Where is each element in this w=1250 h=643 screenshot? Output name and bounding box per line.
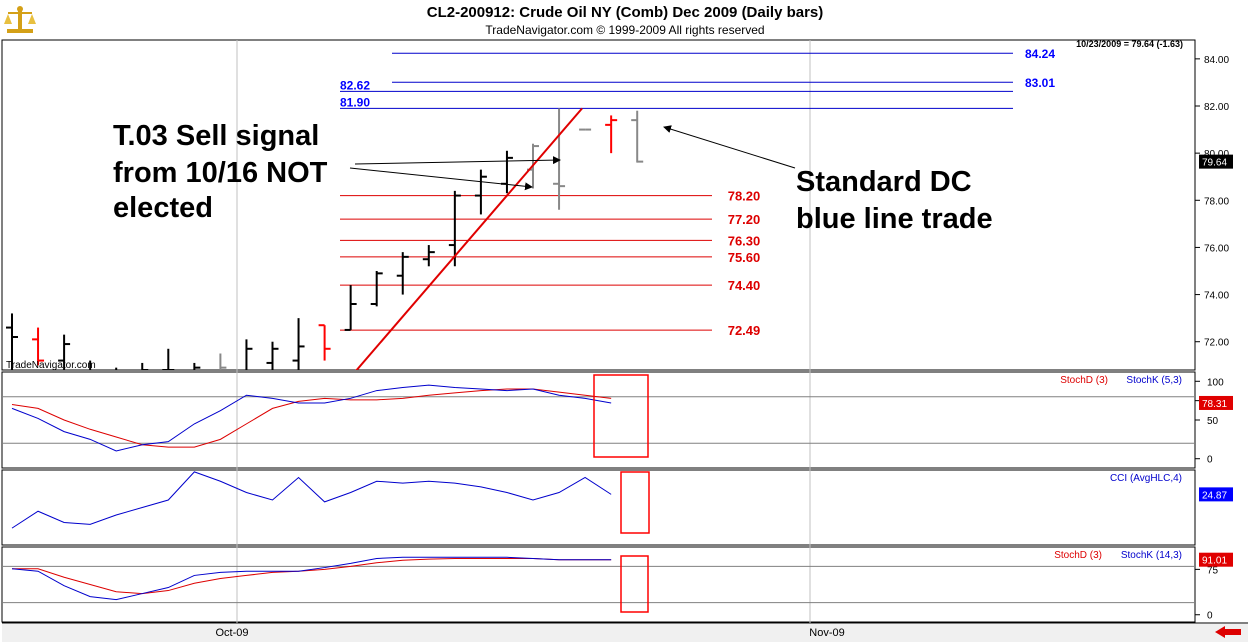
last-price-tag: 79.64 xyxy=(1202,158,1227,169)
ohlc-bar xyxy=(193,362,201,370)
indicator-legend: StochD (3) xyxy=(1060,375,1108,386)
ohlc-bar xyxy=(500,150,513,194)
indicator-axis-label: 100 xyxy=(1207,377,1224,388)
scales-logo-icon xyxy=(4,6,36,33)
ohlc-bar xyxy=(396,252,409,295)
blue-level-label: 81.90 xyxy=(340,95,370,109)
indicator-axis-label: 75 xyxy=(1207,565,1219,576)
ohlc-bar xyxy=(89,360,92,370)
dc-trade-annotation: blue line trade xyxy=(796,203,993,235)
indicator-series-line xyxy=(11,556,612,601)
indicator-value-tag-bg xyxy=(1199,487,1233,502)
blue-level-label: 83.01 xyxy=(1025,76,1055,90)
scroll-left-arrow-icon[interactable] xyxy=(1213,625,1243,639)
ohlc-bar xyxy=(32,327,45,366)
annotation-arrow xyxy=(663,125,796,169)
red-level-label: 72.49 xyxy=(728,323,761,338)
chart-subtitle: TradeNavigator.com © 1999-2009 All right… xyxy=(485,23,765,37)
red-level-label: 77.20 xyxy=(728,212,761,227)
indicator-axis-label: 0 xyxy=(1207,611,1213,622)
ohlc-bar xyxy=(605,115,618,154)
indicator-legend: StochK (14,3) xyxy=(1121,550,1182,561)
ohlc-bar xyxy=(58,334,71,370)
indicator-value-tag: 91.01 xyxy=(1202,556,1227,567)
ohlc-bar xyxy=(6,313,18,370)
indicator-value-tag-bg xyxy=(1199,552,1233,567)
price-plot-area xyxy=(6,52,1013,370)
ohlc-bar xyxy=(474,169,487,215)
indicator-legend: StochD (3) xyxy=(1054,550,1102,561)
indicator-series-line xyxy=(11,471,612,529)
price-axis-label: 72.00 xyxy=(1204,338,1229,349)
blue-level-label: 82.62 xyxy=(340,78,370,92)
sell-signal-annotation: from 10/16 NOT xyxy=(113,157,328,189)
indicator-series-line xyxy=(11,388,612,448)
stoch1-panel-frame xyxy=(1,371,1196,469)
x-tick-label: Nov-09 xyxy=(809,627,844,639)
ohlc-bar xyxy=(448,190,461,267)
indicator-axis-label: 0 xyxy=(1207,455,1213,466)
highlight-box xyxy=(620,555,649,613)
watermark: TradeNavigator.com xyxy=(6,360,96,371)
price-panel-frame xyxy=(1,39,1196,371)
indicator-legend: CCI (AvgHLC,4) xyxy=(1110,473,1182,484)
ohlc-bar xyxy=(162,348,175,370)
ohlc-bar xyxy=(553,108,566,210)
red-level-label: 76.30 xyxy=(728,233,761,248)
indicator-series-line xyxy=(12,557,612,595)
indicator-value-tag: 24.87 xyxy=(1202,490,1227,501)
x-tick-label: Oct-09 xyxy=(215,627,248,639)
price-axis-label: 84.00 xyxy=(1204,55,1229,66)
blue-level-label: 84.24 xyxy=(1025,47,1055,61)
indicator-series-line xyxy=(11,384,612,452)
stoch2-panel-frame xyxy=(1,546,1196,623)
indicator-axis-label: 50 xyxy=(1207,416,1219,427)
highlight-box xyxy=(620,471,650,534)
price-axis-label: 74.00 xyxy=(1204,291,1229,302)
price-axis-label: 78.00 xyxy=(1204,196,1229,207)
ohlc-bar xyxy=(318,324,331,361)
ohlc-bar xyxy=(344,285,357,331)
dc-trade-annotation: Standard DC xyxy=(796,166,972,198)
sell-signal-annotation: T.03 Sell signal xyxy=(113,120,319,152)
price-axis-label: 76.00 xyxy=(1204,243,1229,254)
red-level-label: 78.20 xyxy=(728,189,761,204)
indicator-value-tag-bg xyxy=(1199,395,1233,410)
ohlc-bar xyxy=(370,271,383,307)
indicator-value-tag: 78.31 xyxy=(1202,399,1227,410)
trendline xyxy=(355,107,583,370)
red-level-label: 74.40 xyxy=(728,278,761,293)
status-text: 10/23/2009 = 79.64 (-1.63) xyxy=(1076,39,1183,49)
annotation-arrow xyxy=(354,156,561,165)
highlight-box xyxy=(593,374,649,458)
red-level-label: 75.60 xyxy=(728,250,761,265)
ohlc-bar xyxy=(292,318,305,370)
last-price-tag-bg xyxy=(1199,154,1233,169)
indicator-legend: StochK (5,3) xyxy=(1126,375,1182,386)
chart-title: CL2-200912: Crude Oil NY (Comb) Dec 2009… xyxy=(426,4,824,21)
ohlc-bar xyxy=(141,362,149,370)
ohlc-bar xyxy=(422,245,435,267)
price-axis-label: 82.00 xyxy=(1204,102,1229,113)
ohlc-bar xyxy=(219,353,227,370)
cci-panel-frame xyxy=(1,469,1196,546)
sell-signal-annotation: elected xyxy=(113,192,213,224)
annotation-arrow xyxy=(349,167,533,191)
ohlc-bar xyxy=(631,110,644,163)
ohlc-bar xyxy=(266,341,279,370)
time-axis-strip xyxy=(2,624,1248,642)
ohlc-bar xyxy=(245,339,253,370)
